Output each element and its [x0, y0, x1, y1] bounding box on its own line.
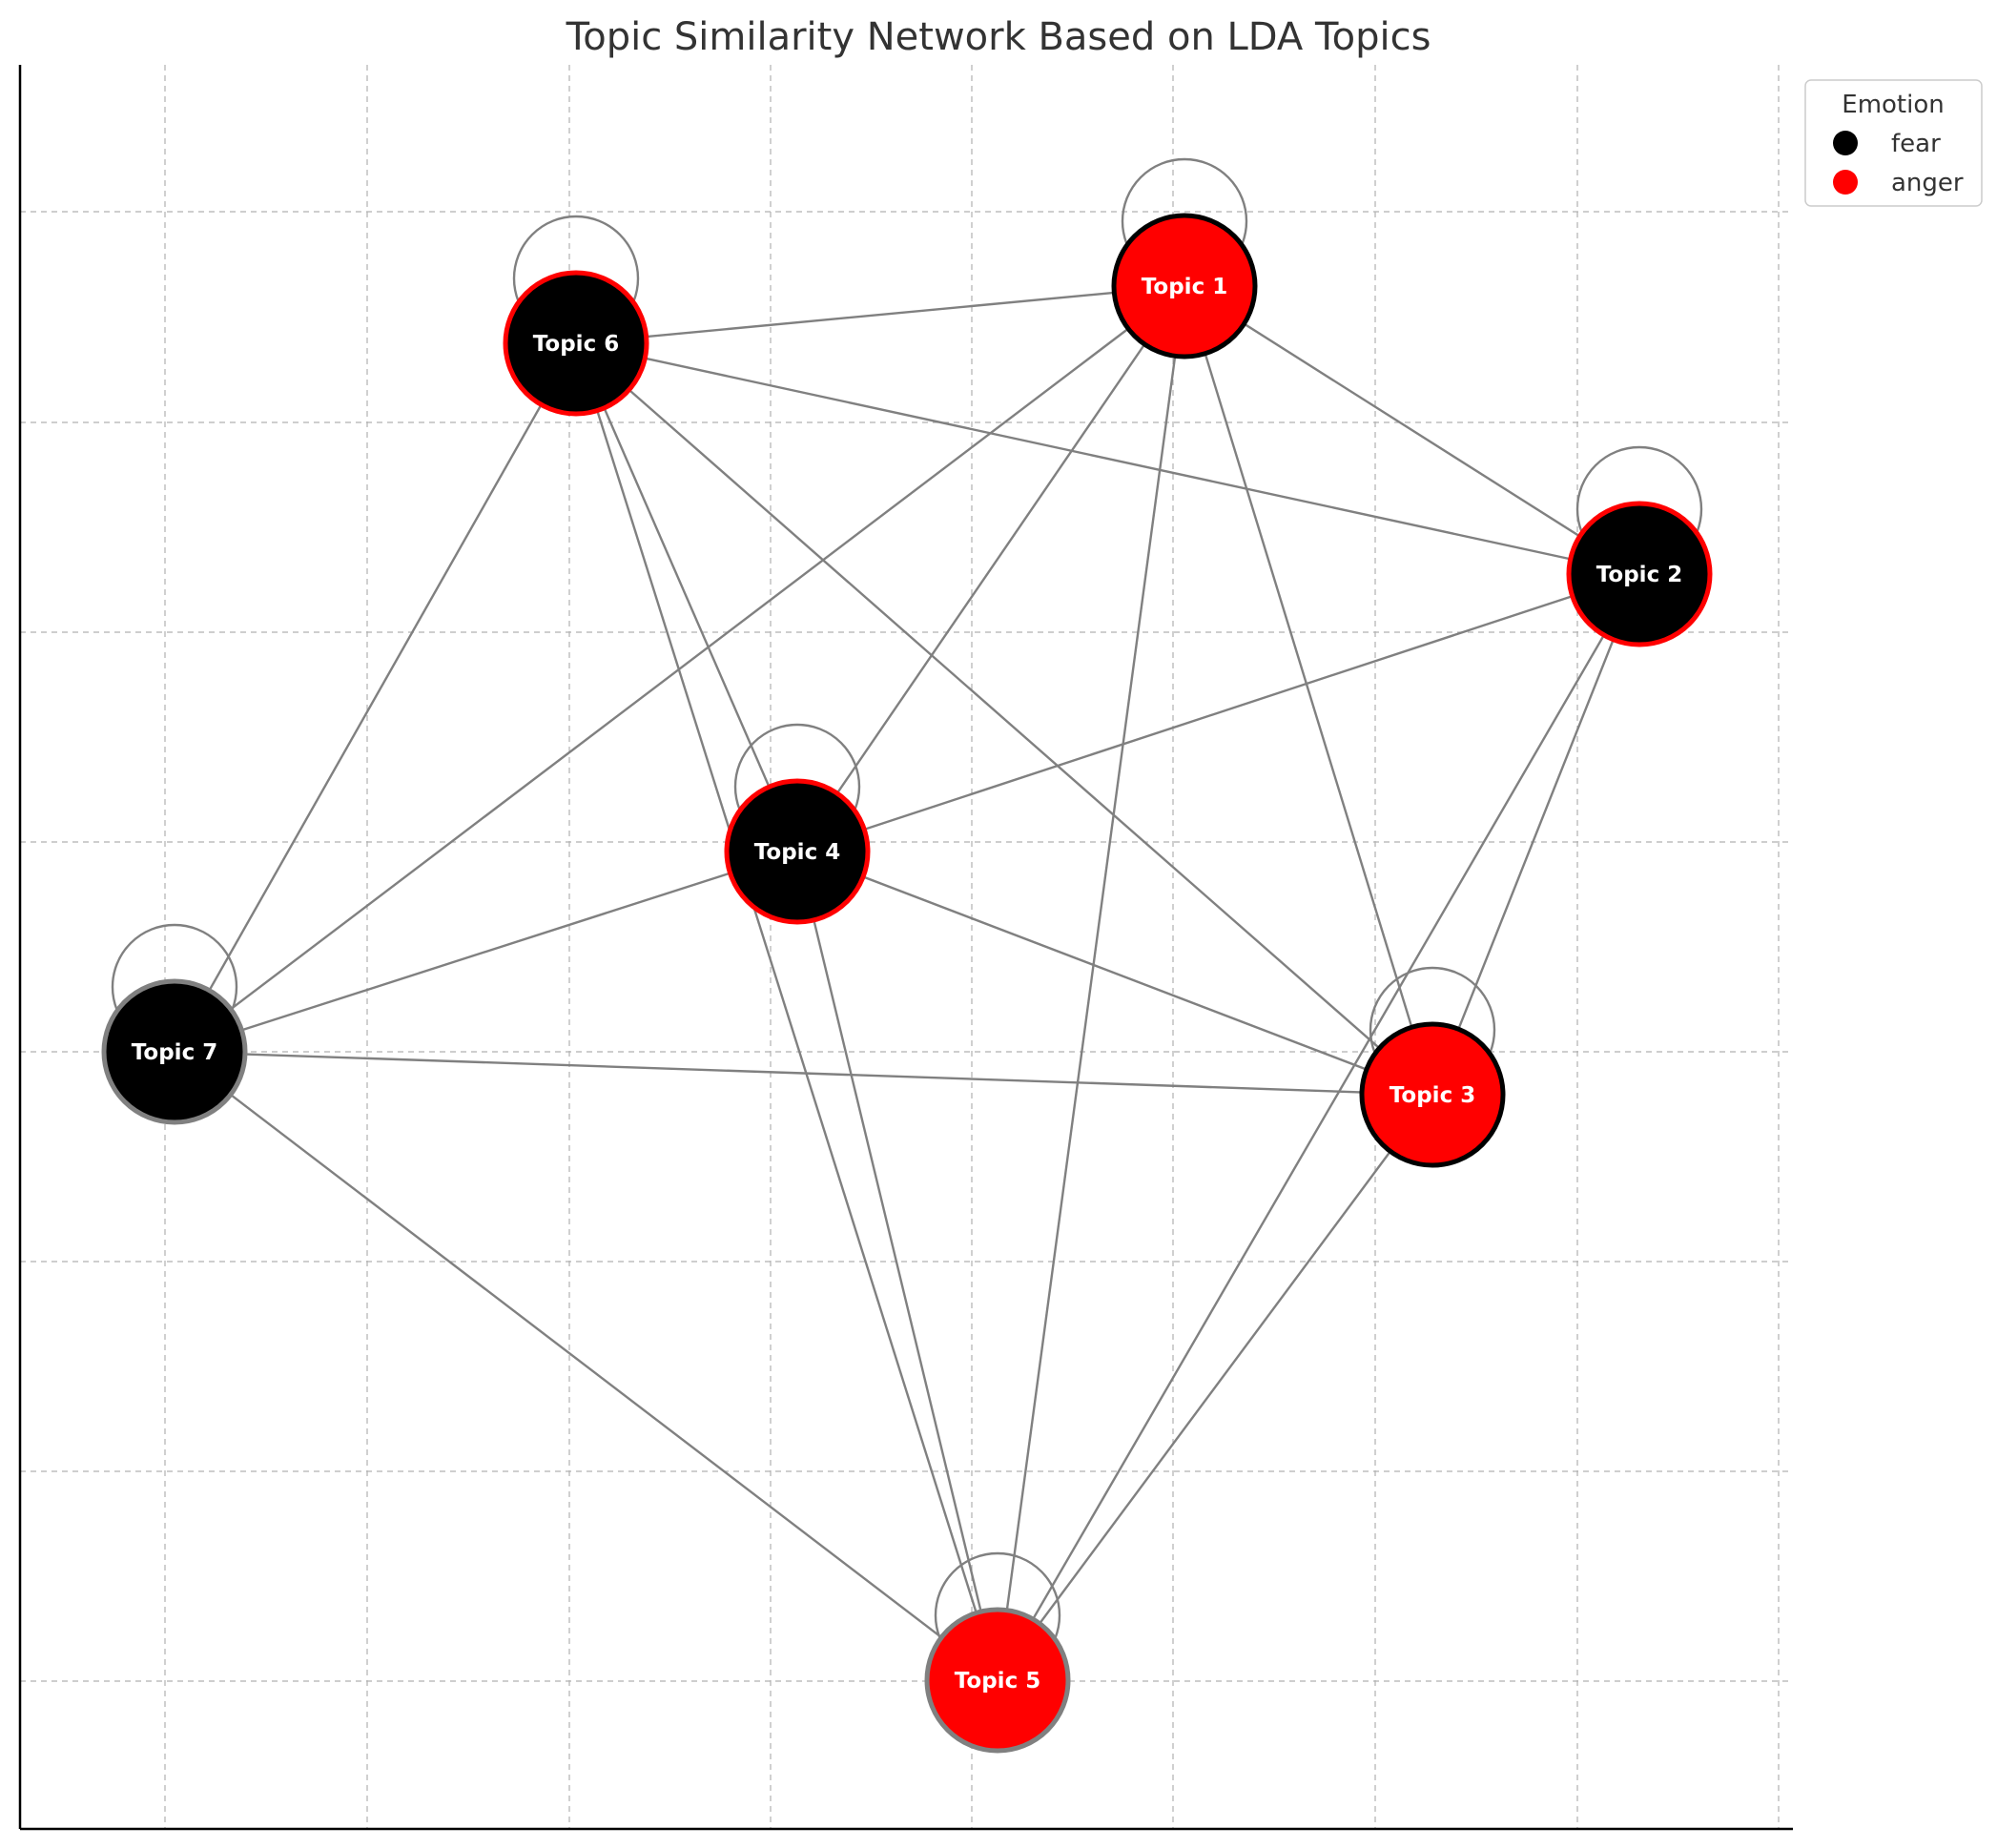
edge-topic-3-topic-5	[997, 1094, 1433, 1681]
node-topic-7: Topic 7	[101, 978, 248, 1125]
node-circle-topic-7	[101, 978, 248, 1125]
node-circle-topic-1	[1111, 213, 1258, 359]
edge-topic-6-topic-1	[575, 284, 1185, 345]
node-label-topic-1: Topic 1	[1142, 275, 1227, 299]
node-topic-6: Topic 6	[503, 270, 649, 417]
edge-topic-7-topic-5	[174, 1051, 998, 1681]
node-circle-topic-6	[503, 270, 649, 417]
edge-topic-6-topic-5	[574, 342, 999, 1681]
node-topic-5: Topic 5	[924, 1607, 1071, 1754]
edge-topic-1-topic-5	[996, 285, 1186, 1681]
edge-topic-6-topic-7	[173, 342, 578, 1053]
node-topic-1: Topic 1	[1111, 213, 1258, 359]
edge-topic-6-topic-2	[575, 341, 1640, 576]
edge-topic-2-topic-3	[1431, 573, 1641, 1096]
edge-topic-1-topic-4	[796, 285, 1185, 852]
edge-topic-4-topic-5	[795, 851, 999, 1681]
legend-label-anger: anger	[1891, 169, 1964, 197]
legend-title: Emotion	[1842, 91, 1944, 119]
node-topic-2: Topic 2	[1566, 501, 1713, 647]
edge-topic-6-topic-4	[574, 342, 799, 852]
legend-marker-fear	[1833, 131, 1858, 155]
node-circle-topic-4	[724, 778, 871, 925]
node-label-topic-7: Topic 7	[132, 1040, 217, 1065]
edge-topic-4-topic-3	[796, 850, 1433, 1097]
edge-topic-6-topic-3	[575, 342, 1433, 1096]
edge-topic-2-topic-5	[996, 573, 1641, 1681]
edge-topic-2-topic-4	[796, 572, 1640, 853]
nodes: Topic 1 Topic 2 Topic 3 Topic 4 Topic 5 Topic…	[101, 213, 1713, 1754]
node-label-topic-4: Topic 4	[754, 840, 840, 865]
node-circle-topic-5	[924, 1607, 1071, 1754]
node-label-topic-3: Topic 3	[1390, 1083, 1475, 1108]
edge-topic-1-topic-7	[174, 285, 1185, 1053]
node-topic-4: Topic 4	[724, 778, 871, 925]
node-circle-topic-3	[1359, 1021, 1506, 1168]
legend: Emotion fear anger	[1804, 79, 1983, 207]
edge-topic-1-topic-2	[1184, 284, 1640, 576]
edges	[173, 284, 1641, 1681]
edge-topic-7-topic-3	[174, 1050, 1433, 1097]
node-circle-topic-2	[1566, 501, 1713, 647]
legend-label-fear: fear	[1891, 130, 1941, 158]
legend-marker-anger	[1833, 170, 1858, 195]
node-label-topic-6: Topic 6	[533, 332, 619, 357]
node-label-topic-5: Topic 5	[955, 1669, 1040, 1694]
node-topic-3: Topic 3	[1359, 1021, 1506, 1168]
chart-title: Topic Similarity Network Based on LDA To…	[566, 15, 1431, 59]
grid	[20, 65, 1793, 1829]
node-label-topic-2: Topic 2	[1596, 563, 1682, 587]
edge-topic-4-topic-7	[174, 850, 798, 1054]
edge-topic-1-topic-3	[1183, 285, 1434, 1096]
